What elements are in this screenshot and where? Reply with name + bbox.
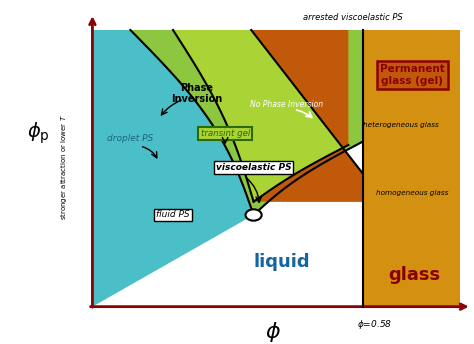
- Text: $\phi$=0.58: $\phi$=0.58: [357, 319, 392, 332]
- Polygon shape: [92, 30, 254, 307]
- Text: stronger attraction or lower $T$: stronger attraction or lower $T$: [59, 114, 69, 219]
- Text: $\phi$: $\phi$: [264, 320, 281, 344]
- Polygon shape: [251, 30, 363, 202]
- Text: transint gel: transint gel: [201, 129, 250, 138]
- Text: glass: glass: [389, 266, 441, 284]
- Text: viscoelastic PS: viscoelastic PS: [216, 163, 292, 172]
- Polygon shape: [173, 30, 348, 202]
- Text: Permanent
glass (gel): Permanent glass (gel): [380, 64, 445, 86]
- Text: droplet PS: droplet PS: [107, 134, 154, 143]
- Polygon shape: [363, 30, 460, 307]
- Text: homogeneous glass: homogeneous glass: [376, 190, 448, 196]
- Text: heterogeneous glass: heterogeneous glass: [363, 122, 438, 128]
- Bar: [92, 30, 460, 307]
- Polygon shape: [130, 30, 363, 215]
- Text: arrested viscoelastic PS: arrested viscoelastic PS: [303, 13, 403, 22]
- Text: $\phi_{\rm p}$: $\phi_{\rm p}$: [27, 121, 49, 146]
- Text: Phase
Inversion: Phase Inversion: [171, 83, 222, 104]
- Circle shape: [246, 209, 262, 221]
- Text: liquid: liquid: [254, 252, 310, 271]
- Text: fluid PS: fluid PS: [156, 211, 190, 219]
- Text: No Phase Inversion: No Phase Inversion: [250, 100, 323, 109]
- Polygon shape: [251, 30, 363, 202]
